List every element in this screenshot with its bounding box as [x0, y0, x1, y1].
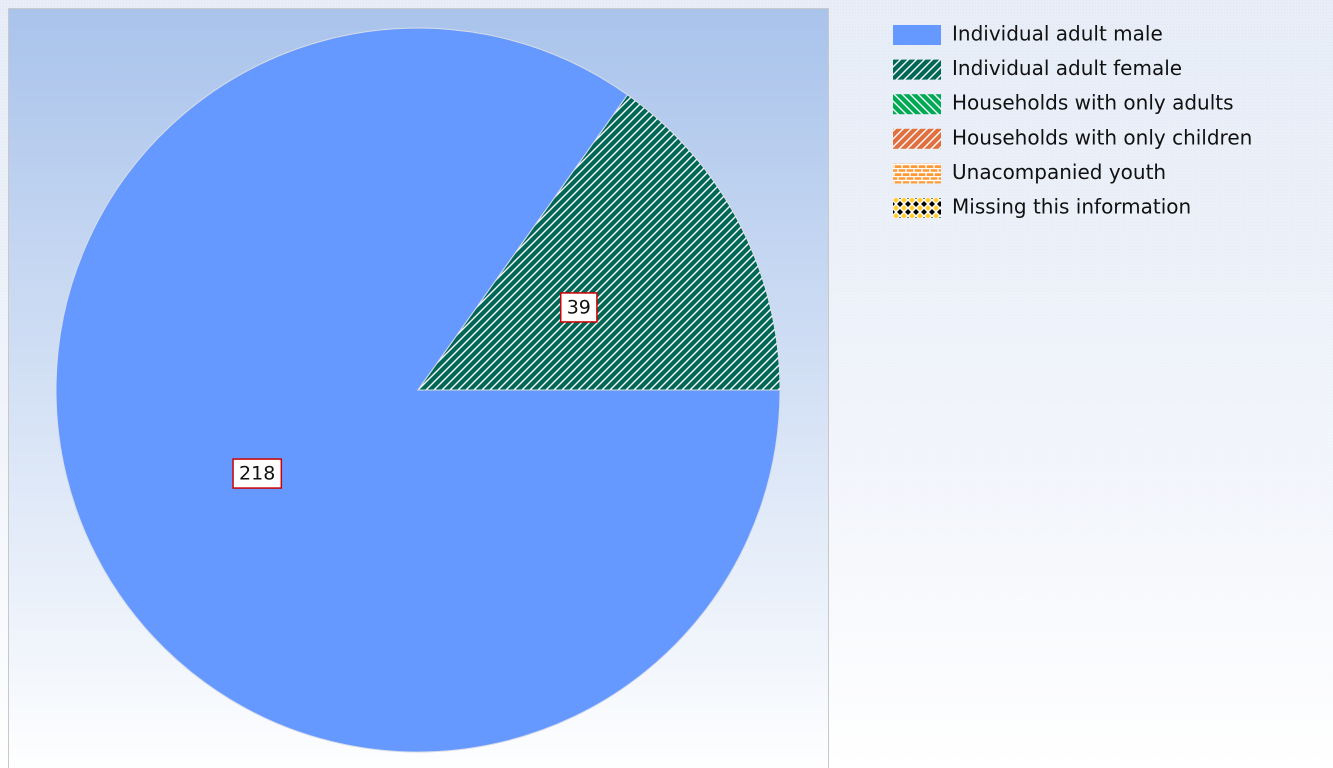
- legend-label: Individual adult male: [952, 22, 1163, 46]
- legend-swatch: [893, 25, 941, 45]
- legend-swatch: [893, 163, 941, 184]
- legend-label: Households with only adults: [952, 91, 1234, 115]
- legend-swatch: [893, 94, 941, 115]
- legend-label: Individual adult female: [952, 56, 1182, 80]
- legend-label: Households with only children: [952, 125, 1252, 149]
- legend-label: Missing this information: [952, 195, 1191, 219]
- data-label-box: [232, 458, 283, 489]
- legend-label: Unacompanied youth: [952, 160, 1166, 184]
- data-label: 39: [567, 296, 591, 318]
- legend-swatch: [893, 59, 941, 80]
- legend-swatch: [893, 128, 941, 149]
- data-label: 218: [239, 463, 275, 485]
- pie-slice: [417, 94, 781, 391]
- legend-swatch: [893, 198, 941, 218]
- data-label-box: [559, 292, 598, 323]
